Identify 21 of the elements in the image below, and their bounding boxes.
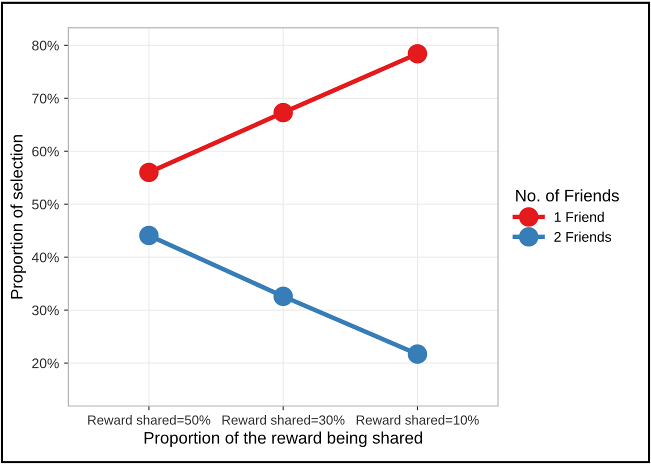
legend-title: No. of Friends bbox=[516, 189, 619, 202]
legend-label: 1 Friend bbox=[554, 212, 604, 222]
y-tick-label: 70% bbox=[32, 94, 59, 104]
y-tick-label: 40% bbox=[32, 252, 59, 262]
y-axis-title: Proportion of selection bbox=[10, 135, 26, 298]
y-tick-label: 80% bbox=[32, 40, 59, 50]
y-tick-label: 20% bbox=[32, 358, 59, 368]
point bbox=[408, 44, 428, 64]
point bbox=[273, 102, 293, 122]
x-tick-label: Reward shared=10% bbox=[356, 415, 479, 425]
y-tick-label: 30% bbox=[32, 305, 59, 316]
point bbox=[139, 226, 159, 246]
legend-label: 2 Friends bbox=[554, 232, 612, 242]
point bbox=[408, 344, 428, 364]
y-tick-label: 60% bbox=[32, 146, 59, 156]
x-axis-title: Proportion of the reward being shared bbox=[144, 431, 422, 448]
x-tick-label: Reward shared=30% bbox=[222, 415, 345, 425]
x-tick-label: Reward shared=50% bbox=[88, 415, 210, 425]
point bbox=[139, 162, 159, 182]
y-tick-label: 50% bbox=[32, 200, 59, 210]
point bbox=[273, 286, 293, 306]
